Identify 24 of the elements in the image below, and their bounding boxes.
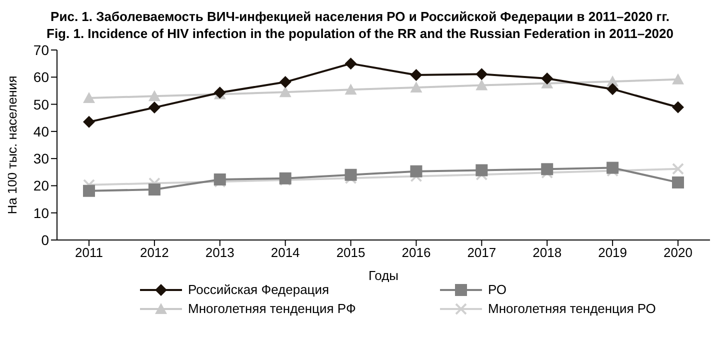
x-tick-label: 2013: [205, 245, 234, 260]
x-tick-label: 2012: [140, 245, 169, 260]
y-tick-label: 30: [33, 150, 50, 167]
legend-label: РО: [488, 282, 506, 297]
x-tick-label: 2018: [532, 245, 562, 260]
y-tick-label: 10: [33, 204, 50, 221]
y-tick-label: 70: [33, 42, 50, 58]
chart-title: Рис. 1. Заболеваемость ВИЧ-инфекцией населения РО и Российской Федерации в 2011–2020 гг.: [50, 8, 670, 25]
y-tick-label: 50: [33, 96, 50, 112]
x-tick-label: 2016: [402, 245, 431, 260]
legend-label: Российская Федерация: [188, 282, 330, 297]
legend-label: Многолетняя тенденция РО: [488, 301, 656, 316]
x-tick-label: 2014: [270, 245, 300, 260]
y-tick-label: 0: [41, 232, 50, 248]
x-tick-label: 2019: [598, 245, 628, 260]
x-tick-label: 2020: [664, 245, 692, 260]
chart-subtitle: Fig. 1. Incidence of HIV infection in the population of the RR and the Russian Federation in 2011–2020: [46, 25, 674, 42]
y-tick-label: 40: [33, 123, 50, 140]
y-tick-label: 20: [33, 178, 50, 194]
legend-label: Многолетняя тенденция РФ: [188, 301, 356, 316]
x-tick-label: 2015: [336, 245, 366, 260]
x-tick-label: 2011: [75, 245, 103, 260]
y-tick-label: 60: [33, 69, 50, 86]
x-tick-label: 2017: [467, 245, 496, 260]
